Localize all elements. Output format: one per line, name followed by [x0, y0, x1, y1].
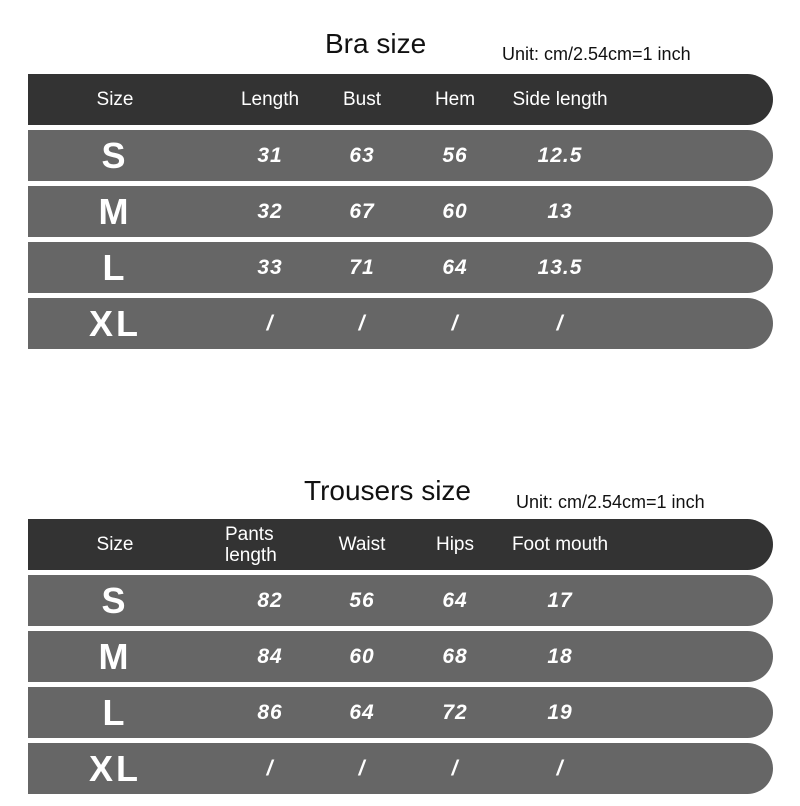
column-header: Size	[96, 534, 134, 555]
table-row: XL / / / /	[28, 298, 773, 349]
column-header: Hem	[434, 89, 476, 110]
column-header: Waist	[338, 534, 386, 555]
table-cell: /	[358, 756, 366, 780]
table-cell: 17	[547, 588, 573, 612]
table-cell: /	[266, 756, 274, 780]
column-header: Side length	[512, 89, 608, 110]
table-cell: 63	[349, 143, 375, 167]
table-cell: 33	[257, 255, 283, 279]
table-cell: L	[102, 691, 128, 733]
table-cell: /	[451, 311, 459, 335]
table-cell: M	[98, 190, 132, 232]
table-cell: 60	[442, 199, 468, 223]
table-cell: 71	[349, 255, 375, 279]
table-cell: 82	[257, 588, 283, 612]
table-cell: /	[556, 311, 564, 335]
table-title: Bra size	[325, 28, 427, 59]
column-header: Foot mouth	[511, 534, 609, 555]
table-cell: /	[556, 756, 564, 780]
table-cell: 32	[257, 199, 283, 223]
table-row: M 32 67 60 13	[28, 186, 773, 237]
table-cell: /	[266, 311, 274, 335]
table-row: M 84 60 68 18	[28, 631, 773, 682]
table-cell: S	[101, 579, 129, 621]
column-header: Length	[240, 89, 300, 110]
table-cell: L	[102, 246, 128, 288]
table-cell: 31	[257, 143, 283, 167]
table-cell: 13	[547, 199, 573, 223]
table-cell: /	[358, 311, 366, 335]
table-title: Trousers size	[304, 475, 472, 506]
column-header: Size	[96, 89, 134, 110]
table-cell: 18	[547, 644, 573, 668]
header-row: Size Pants length Waist Hips Foot mouth	[28, 519, 773, 570]
column-header: Hips	[435, 534, 474, 555]
table-cell: 64	[442, 255, 468, 279]
table-cell: 56	[349, 588, 375, 612]
table-cell: 68	[442, 644, 468, 668]
table-row: S 31 63 56 12.5	[28, 130, 773, 181]
unit-note: Unit: cm/2.54cm=1 inch	[516, 492, 705, 512]
table-cell: 72	[442, 700, 468, 724]
table-cell: XL	[88, 302, 141, 344]
table-cell: S	[101, 134, 129, 176]
table-cell: XL	[88, 747, 141, 789]
header-row: Size Length Bust Hem Side length	[28, 74, 773, 125]
table-cell: 12.5	[537, 143, 583, 167]
table-cell: 86	[257, 700, 283, 724]
table-row: S 82 56 64 17	[28, 575, 773, 626]
table-cell: /	[451, 756, 459, 780]
column-header: Bust	[342, 89, 382, 110]
unit-note: Unit: cm/2.54cm=1 inch	[502, 44, 691, 64]
table-cell: 84	[257, 644, 283, 668]
table-row: L 86 64 72 19	[28, 687, 773, 738]
table-cell: 64	[442, 588, 468, 612]
table-cell: 64	[349, 700, 375, 724]
table-cell: 13.5	[537, 255, 583, 279]
table-cell: 67	[349, 199, 375, 223]
table-cell: 19	[547, 700, 573, 724]
table-cell: M	[98, 635, 132, 677]
table-row: XL / / / /	[28, 743, 773, 794]
table-cell: 56	[442, 143, 468, 167]
column-header: Pants length	[225, 523, 277, 566]
table-cell: 60	[349, 644, 375, 668]
table-row: L 33 71 64 13.5	[28, 242, 773, 293]
